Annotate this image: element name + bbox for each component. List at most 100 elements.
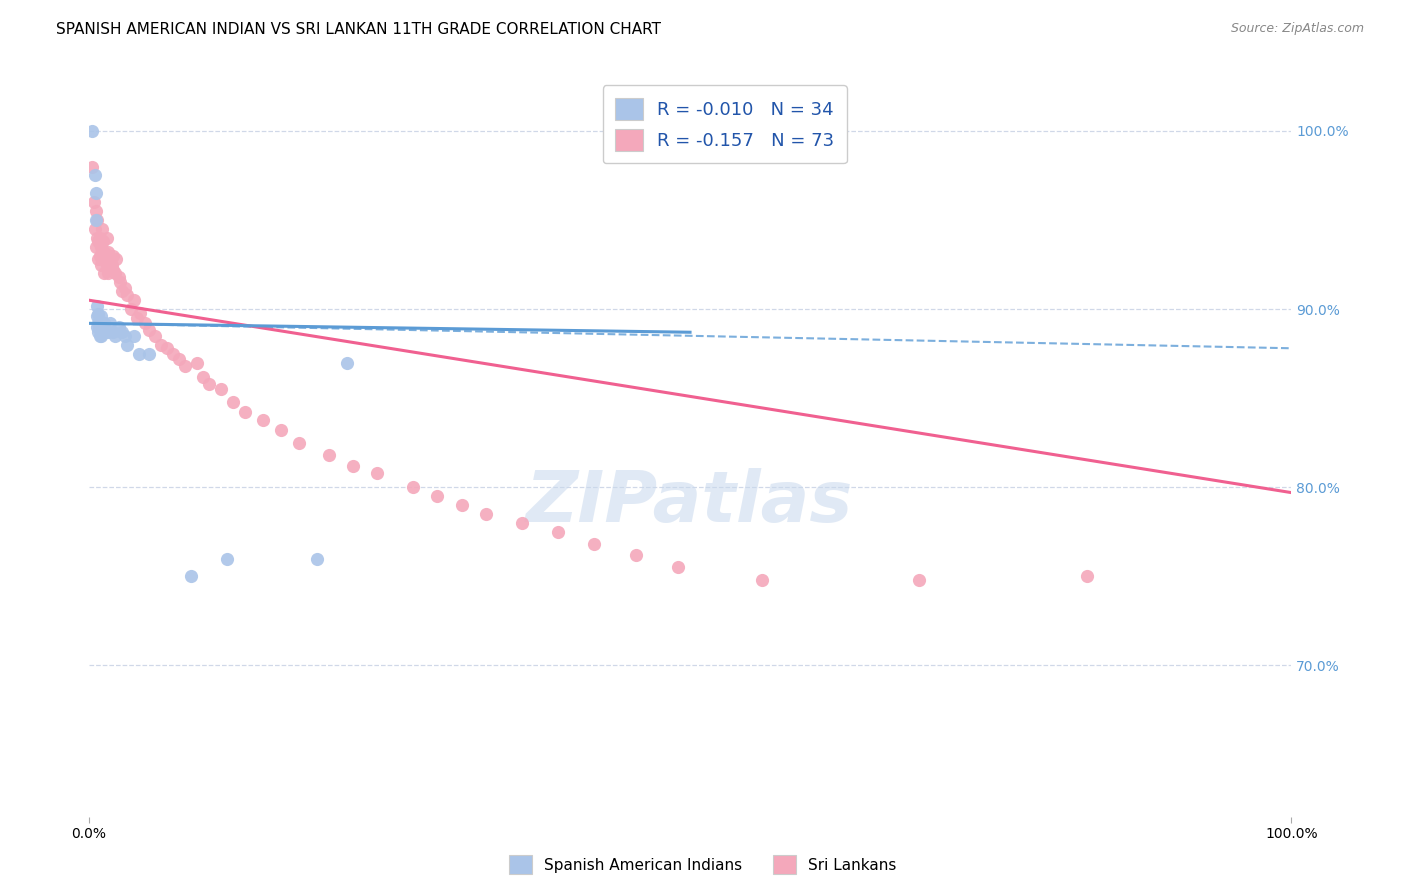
Point: [162, 346, 184, 360]
Point: [666, 560, 689, 574]
Point: [115, 288, 138, 302]
Point: [97, 325, 120, 339]
Point: [100, 252, 122, 267]
Point: [167, 351, 190, 366]
Point: [86, 319, 108, 334]
Point: [91, 252, 114, 267]
Point: [84, 204, 107, 219]
Point: [474, 507, 496, 521]
Point: [91, 245, 114, 260]
Point: [86, 231, 108, 245]
Point: [288, 435, 311, 450]
Point: [87, 252, 110, 267]
Point: [143, 328, 166, 343]
Point: [156, 341, 179, 355]
Point: [89, 249, 111, 263]
Point: [93, 316, 115, 330]
Point: [93, 245, 115, 260]
Point: [83, 222, 105, 236]
Point: [100, 258, 122, 272]
Point: [101, 249, 124, 263]
Point: [108, 276, 131, 290]
Point: [366, 466, 388, 480]
Point: [104, 267, 127, 281]
Point: [1076, 569, 1098, 583]
Point: [84, 186, 107, 201]
Point: [96, 258, 118, 272]
Point: [751, 573, 773, 587]
Point: [105, 252, 128, 267]
Point: [336, 355, 359, 369]
Point: [233, 405, 256, 419]
Point: [138, 323, 160, 337]
Point: [174, 359, 197, 373]
Point: [90, 309, 112, 323]
Point: [128, 346, 150, 360]
Point: [89, 328, 111, 343]
Point: [97, 245, 120, 260]
Point: [83, 195, 105, 210]
Point: [90, 240, 112, 254]
Point: [114, 328, 136, 343]
Point: [149, 337, 172, 351]
Legend: R = -0.010   N = 34, R = -0.157   N = 73: R = -0.010 N = 34, R = -0.157 N = 73: [603, 85, 846, 163]
Text: ZIPatlas: ZIPatlas: [526, 468, 853, 537]
Point: [87, 316, 110, 330]
Point: [98, 249, 121, 263]
Point: [209, 382, 232, 396]
Text: Source: ZipAtlas.com: Source: ZipAtlas.com: [1230, 22, 1364, 36]
Point: [82, 160, 104, 174]
Point: [91, 222, 114, 236]
Point: [129, 305, 152, 319]
Point: [186, 355, 208, 369]
Point: [111, 325, 134, 339]
Point: [97, 267, 120, 281]
Point: [87, 325, 110, 339]
Point: [222, 394, 245, 409]
Point: [252, 412, 274, 426]
Point: [582, 537, 605, 551]
Point: [100, 316, 122, 330]
Text: SPANISH AMERICAN INDIAN VS SRI LANKAN 11TH GRADE CORRELATION CHART: SPANISH AMERICAN INDIAN VS SRI LANKAN 11…: [56, 22, 661, 37]
Point: [307, 551, 329, 566]
Point: [89, 231, 111, 245]
Point: [342, 458, 364, 473]
Point: [89, 319, 111, 334]
Point: [907, 573, 929, 587]
Point: [402, 480, 425, 494]
Point: [191, 369, 214, 384]
Point: [84, 213, 107, 227]
Point: [107, 319, 129, 334]
Point: [93, 267, 115, 281]
Point: [134, 316, 156, 330]
Point: [125, 310, 148, 325]
Point: [82, 124, 104, 138]
Point: [87, 235, 110, 249]
Point: [90, 319, 112, 334]
Point: [198, 376, 221, 391]
Point: [510, 516, 533, 530]
Point: [86, 213, 108, 227]
Point: [91, 325, 114, 339]
Point: [111, 285, 134, 299]
Point: [83, 169, 105, 183]
Point: [180, 569, 202, 583]
Point: [87, 307, 110, 321]
Point: [94, 325, 117, 339]
Point: [124, 293, 146, 308]
Point: [138, 346, 160, 360]
Point: [115, 337, 138, 351]
Point: [86, 298, 108, 312]
Point: [120, 301, 142, 316]
Point: [547, 524, 569, 539]
Point: [124, 328, 146, 343]
Point: [107, 270, 129, 285]
Point: [86, 309, 108, 323]
Point: [91, 325, 114, 339]
Point: [104, 328, 127, 343]
Point: [114, 281, 136, 295]
Point: [426, 489, 449, 503]
Legend: Spanish American Indians, Sri Lankans: Spanish American Indians, Sri Lankans: [503, 849, 903, 880]
Point: [90, 258, 112, 272]
Point: [91, 235, 114, 249]
